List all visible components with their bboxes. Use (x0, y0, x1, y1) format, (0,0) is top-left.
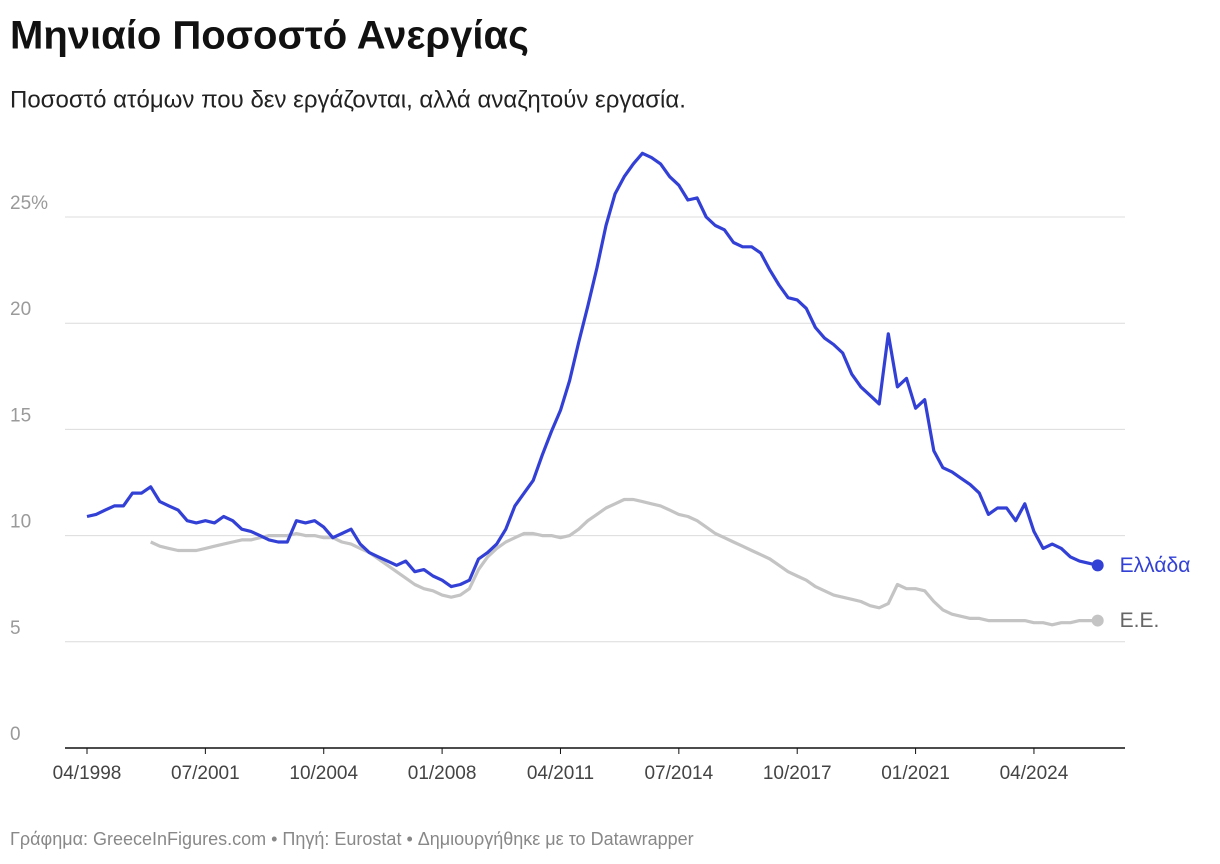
series-label: Ελλάδα (1120, 554, 1191, 577)
x-tick-label: 07/2014 (644, 763, 713, 784)
y-tick-label: 15 (10, 405, 31, 426)
x-tick-label: 07/2001 (171, 763, 240, 784)
x-tick-label: 04/1998 (53, 763, 122, 784)
x-tick-label: 10/2004 (289, 763, 358, 784)
series-label: Ε.Ε. (1120, 609, 1160, 632)
y-tick-label: 20 (10, 299, 31, 320)
x-tick-label: 10/2017 (763, 763, 832, 784)
y-tick-label: 5 (10, 618, 21, 639)
x-tick-label: 04/2011 (527, 763, 594, 784)
end-point (1091, 559, 1104, 572)
chart-subtitle: Ποσοστό ατόμων που δεν εργάζονται, αλλά … (10, 86, 686, 113)
x-tick-label: 01/2021 (881, 763, 950, 784)
chart-title: Μηνιαίο Ποσοστό Ανεργίας (10, 14, 529, 58)
y-tick-label: 0 (10, 724, 21, 745)
y-tick-label: 10 (10, 512, 31, 533)
x-tick-label: 01/2008 (408, 763, 477, 784)
x-tick-label: 04/2024 (1000, 763, 1069, 784)
series-line (86, 151, 1099, 589)
end-point (1091, 614, 1104, 627)
y-tick-label: 25% (10, 193, 48, 214)
footer: Γράφημα: GreeceInFigures.com • Πηγή: Eur… (10, 829, 694, 849)
series-line (150, 497, 1098, 627)
